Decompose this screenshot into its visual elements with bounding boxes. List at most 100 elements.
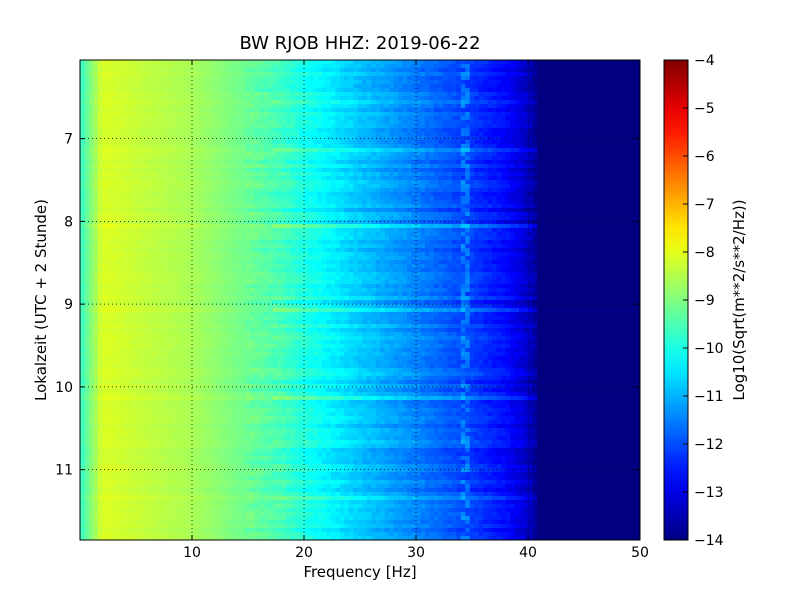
heatmap-cell: [254, 96, 260, 101]
heatmap-cell: [111, 108, 117, 113]
heatmap-cell: [321, 124, 327, 129]
heatmap-cell: [151, 76, 157, 81]
heatmap-cell: [330, 124, 336, 129]
heatmap-cell: [106, 148, 112, 153]
heatmap-cell: [84, 184, 90, 189]
heatmap-cell: [599, 128, 605, 133]
heatmap-cell: [93, 172, 99, 177]
heatmap-cell: [438, 208, 444, 213]
heatmap-cell: [120, 176, 126, 181]
heatmap-cell: [581, 196, 587, 201]
heatmap-cell: [420, 160, 426, 165]
heatmap-cell: [290, 132, 296, 137]
heatmap-cell: [268, 140, 274, 145]
heatmap-cell: [554, 84, 560, 89]
heatmap-cell: [460, 76, 466, 81]
heatmap-cell: [308, 208, 314, 213]
heatmap-cell: [308, 76, 314, 81]
heatmap-cell: [245, 128, 251, 133]
heatmap-cell: [218, 144, 224, 149]
heatmap-cell: [447, 124, 453, 129]
heatmap-cell: [407, 136, 413, 141]
heatmap-cell: [496, 136, 502, 141]
heatmap-cell: [590, 164, 596, 169]
heatmap-cell: [402, 80, 408, 85]
heatmap-cell: [429, 96, 435, 101]
heatmap-cell: [200, 172, 207, 177]
heatmap-cell: [321, 80, 327, 85]
heatmap-cell: [308, 60, 314, 65]
heatmap-cell: [617, 200, 623, 205]
heatmap-cell: [348, 132, 354, 137]
heatmap-cell: [106, 200, 112, 205]
heatmap-cell: [371, 64, 377, 69]
heatmap-cell: [286, 192, 292, 197]
heatmap-cell: [357, 176, 363, 181]
heatmap-cell: [277, 72, 283, 77]
heatmap-cell: [124, 208, 130, 213]
heatmap-cell: [483, 204, 489, 209]
heatmap-cell: [227, 132, 233, 137]
heatmap-cell: [174, 68, 180, 73]
heatmap-cell: [106, 124, 112, 129]
heatmap-cell: [353, 156, 359, 161]
heatmap-cell: [451, 156, 457, 161]
heatmap-cell: [192, 192, 198, 197]
heatmap-cell: [433, 180, 439, 185]
heatmap-cell: [165, 156, 171, 161]
heatmap-cell: [312, 204, 319, 209]
heatmap-cell: [151, 124, 157, 129]
heatmap-cell: [348, 212, 354, 217]
heatmap-cell: [487, 64, 493, 69]
heatmap-cell: [510, 192, 516, 197]
heatmap-cell: [348, 112, 354, 117]
heatmap-cell: [496, 128, 502, 133]
heatmap-cell: [151, 88, 157, 93]
heatmap-cell: [424, 208, 431, 213]
heatmap-cell: [97, 204, 103, 209]
heatmap-cell: [304, 88, 310, 93]
heatmap-cell: [393, 188, 399, 193]
heatmap-cell: [433, 216, 439, 221]
heatmap-cell: [581, 92, 587, 97]
heatmap-cell: [223, 88, 229, 93]
heatmap-cell: [626, 108, 632, 113]
heatmap-cell: [572, 76, 578, 81]
heatmap-cell: [411, 96, 417, 101]
heatmap-cell: [393, 212, 399, 217]
heatmap-cell: [465, 136, 471, 141]
heatmap-cell: [478, 104, 484, 109]
heatmap-cell: [586, 120, 592, 125]
heatmap-cell: [375, 96, 381, 101]
heatmap-cell: [424, 168, 431, 173]
heatmap-cell: [505, 156, 511, 161]
heatmap-cell: [308, 156, 314, 161]
heatmap-cell: [272, 112, 278, 117]
heatmap-cell: [389, 200, 395, 205]
heatmap-cell: [433, 96, 439, 101]
heatmap-cell: [599, 100, 605, 105]
heatmap-cell: [501, 192, 507, 197]
heatmap-cell: [371, 92, 377, 97]
heatmap-cell: [200, 92, 207, 97]
heatmap-cell: [169, 160, 175, 165]
heatmap-cell: [254, 112, 260, 117]
heatmap-cell: [223, 104, 229, 109]
heatmap-cell: [102, 64, 108, 69]
heatmap-cell: [348, 96, 354, 101]
heatmap-cell: [451, 180, 457, 185]
heatmap-cell: [626, 172, 632, 177]
heatmap-cell: [321, 188, 327, 193]
heatmap-cell: [519, 200, 525, 205]
heatmap-cell: [236, 172, 242, 177]
heatmap-cell: [241, 84, 247, 89]
heatmap-cell: [263, 132, 269, 137]
heatmap-cell: [227, 124, 233, 129]
heatmap-cell: [523, 128, 529, 133]
heatmap-cell: [245, 108, 251, 113]
heatmap-cell: [348, 200, 354, 205]
heatmap-cell: [456, 164, 462, 169]
heatmap-cell: [232, 60, 238, 65]
heatmap-cell: [519, 184, 525, 189]
heatmap-cell: [380, 116, 386, 121]
